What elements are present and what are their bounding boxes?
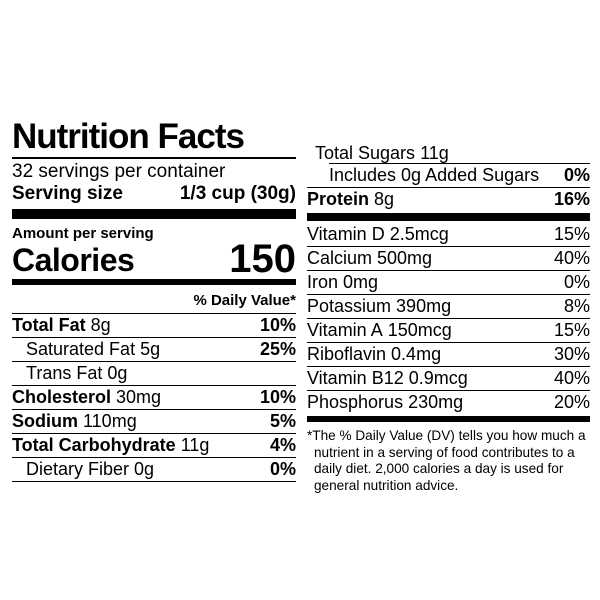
nutrient-dv: 30%: [553, 344, 590, 364]
nutrient-name: Includes 0g Added Sugars: [329, 165, 540, 185]
nutrient-dv: 8%: [563, 296, 590, 316]
row-trans-fat: Trans Fat 0g: [12, 362, 296, 386]
nutrient-dv: 0%: [563, 272, 590, 292]
nutrient-dv: 25%: [259, 339, 296, 359]
nutrient-name: Sodium: [12, 411, 78, 431]
servings-per-container: 32 servings per container: [12, 161, 226, 182]
nutrient-name: Total Carbohydrate: [12, 435, 176, 455]
nutrient-amount: 150mcg: [387, 320, 452, 340]
row-potassium: Potassium 390mg 8%: [307, 295, 590, 319]
serving-size-row: Serving size 1/3 cup (30g): [12, 183, 296, 205]
nutrient-name: Total Fat: [12, 315, 86, 335]
nutrient-amount: 2.5mcg: [389, 224, 449, 244]
row-total-sugars: Total Sugars 11g: [307, 143, 590, 163]
nutrient-dv: 15%: [553, 224, 590, 244]
nutrient-name: Vitamin A: [307, 320, 383, 340]
daily-value-header: % Daily Value*: [12, 285, 296, 314]
row-riboflavin: Riboflavin 0.4mg 30%: [307, 343, 590, 367]
row-iron: Iron 0mg 0%: [307, 271, 590, 295]
nutrient-amount: 8g: [90, 315, 111, 335]
label-left-column: Nutrition Facts 32 servings per containe…: [12, 118, 296, 494]
nutrient-name: Riboflavin: [307, 344, 387, 364]
nutrient-name: Vitamin B12: [307, 368, 404, 388]
nutrient-name: Dietary Fiber: [26, 459, 130, 479]
nutrition-facts-panel: Nutrition Facts 32 servings per containe…: [12, 118, 590, 494]
nutrient-amount: 0.9mcg: [408, 368, 468, 388]
nutrient-dv: 40%: [553, 368, 590, 388]
nutrient-dv: 0%: [269, 459, 296, 479]
nutrient-dv: 10%: [259, 387, 296, 407]
nutrient-amount: 390mg: [396, 296, 452, 316]
nutrient-name: Protein: [307, 189, 370, 209]
daily-value-footnote: *The % Daily Value (DV) tells you how mu…: [307, 428, 586, 493]
row-saturated-fat: Saturated Fat 5g 25%: [12, 338, 296, 362]
nutrient-dv: 0%: [563, 165, 590, 185]
serving-size-label: Serving size: [12, 183, 123, 204]
nutrient-amount: 5g: [140, 339, 161, 359]
row-total-fat: Total Fat 8g 10%: [12, 314, 296, 338]
row-phosphorus: Phosphorus 230mg 20%: [307, 391, 590, 414]
calories-value: 150: [229, 237, 296, 281]
nutrient-name: Saturated Fat: [26, 339, 136, 359]
sugars-underline: [329, 163, 590, 164]
calories-label: Calories: [12, 242, 135, 278]
row-cholesterol: Cholesterol 30mg 10%: [12, 386, 296, 410]
amount-per-serving-label: Amount per serving: [12, 225, 154, 242]
row-added-sugars: Includes 0g Added Sugars 0%: [307, 164, 590, 188]
row-vitamin-a: Vitamin A 150mcg 15%: [307, 319, 590, 343]
row-vitamin-b12: Vitamin B12 0.9mcg 40%: [307, 367, 590, 391]
nutrient-name: Total Sugars: [315, 143, 416, 163]
calories-row: Calories 150: [12, 237, 296, 281]
row-dietary-fiber: Dietary Fiber 0g 0%: [12, 458, 296, 482]
nutrient-amount: 0g: [107, 363, 128, 383]
nutrient-name: Iron: [307, 272, 339, 292]
nutrient-name: Calcium: [307, 248, 373, 268]
row-total-carbohydrate: Total Carbohydrate 11g 4%: [12, 434, 296, 458]
nutrient-dv: 5%: [269, 411, 296, 431]
nutrient-name: Potassium: [307, 296, 392, 316]
nutrient-dv: 10%: [259, 315, 296, 335]
nutrient-amount: 500mg: [377, 248, 433, 268]
nutrient-dv: 16%: [553, 189, 590, 209]
nutrient-name: Cholesterol: [12, 387, 112, 407]
nutrient-name: Phosphorus: [307, 392, 404, 412]
nutrient-amount: 230mg: [408, 392, 464, 412]
row-sodium: Sodium 110mg 5%: [12, 410, 296, 434]
nutrient-dv: 4%: [269, 435, 296, 455]
label-title: Nutrition Facts: [12, 118, 296, 159]
row-vitamin-d: Vitamin D 2.5mcg 15%: [307, 223, 590, 247]
nutrient-amount: 30mg: [116, 387, 162, 407]
row-calcium: Calcium 500mg 40%: [307, 247, 590, 271]
medium-divider: [12, 279, 296, 285]
thick-divider: [12, 209, 296, 219]
nutrient-amount: 110mg: [83, 411, 137, 431]
nutrient-amount: 0mg: [343, 272, 379, 292]
nutrient-dv: 15%: [553, 320, 590, 340]
label-right-column: Total Sugars 11g Includes 0g Added Sugars…: [307, 143, 590, 494]
nutrient-dv: 40%: [553, 248, 590, 268]
thick-divider: [307, 416, 590, 422]
serving-size-value: 1/3 cup (30g): [179, 183, 296, 204]
nutrient-amount: 0.4mg: [391, 344, 442, 364]
nutrient-amount: 0g: [134, 459, 155, 479]
nutrient-dv: 20%: [553, 392, 590, 412]
thick-divider: [307, 213, 590, 221]
row-protein: Protein 8g 16%: [307, 188, 590, 211]
nutrient-amount: 8g: [374, 189, 395, 209]
nutrient-name: Trans Fat: [26, 363, 103, 383]
nutrient-amount: 11g: [180, 435, 210, 455]
nutrient-name: Vitamin D: [307, 224, 385, 244]
nutrient-amount: 11g: [420, 143, 449, 163]
